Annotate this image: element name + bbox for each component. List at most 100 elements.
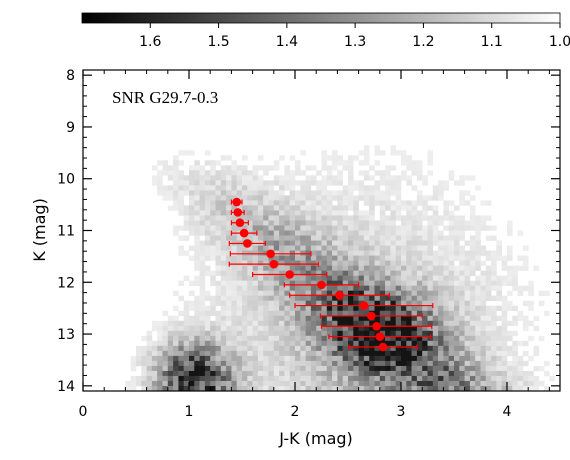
- density-cell: [141, 375, 147, 382]
- density-cell: [257, 310, 264, 317]
- density-cell: [321, 320, 328, 327]
- density-cell: [326, 230, 333, 236]
- density-cell: [242, 170, 248, 176]
- density-cell: [459, 350, 465, 357]
- density-cell: [385, 300, 391, 307]
- density-cell: [310, 375, 317, 382]
- density-cell: [173, 180, 179, 186]
- density-cell: [491, 310, 497, 317]
- density-cell: [279, 265, 285, 271]
- density-cell: [162, 320, 169, 327]
- density-cell: [284, 380, 290, 387]
- density-cell: [401, 365, 407, 372]
- density-cell: [305, 330, 312, 337]
- density-cell: [316, 370, 322, 377]
- y-tick-label: 8: [66, 68, 75, 84]
- density-cell: [247, 355, 253, 362]
- density-cell: [422, 260, 428, 266]
- density-cell: [475, 290, 481, 297]
- density-cell: [353, 205, 359, 211]
- density-cell: [385, 205, 391, 211]
- density-cell: [390, 375, 396, 382]
- density-cell: [310, 175, 317, 181]
- density-cell: [332, 315, 338, 322]
- density-cell: [469, 240, 476, 246]
- density-cell: [353, 310, 359, 317]
- density-cell: [189, 190, 195, 196]
- density-cell: [125, 380, 131, 387]
- density-cell: [189, 370, 195, 377]
- density-cell: [379, 275, 386, 281]
- density-cell: [369, 175, 375, 181]
- density-cell: [406, 225, 412, 231]
- density-cell: [422, 310, 428, 317]
- density-cell: [337, 205, 343, 211]
- density-cell: [199, 280, 206, 286]
- density-cell: [337, 275, 343, 281]
- density-cell: [178, 295, 184, 302]
- density-cell: [326, 215, 333, 221]
- density-cell: [480, 365, 487, 372]
- density-cell: [257, 260, 264, 266]
- density-cell: [226, 220, 232, 226]
- density-cell: [231, 315, 237, 322]
- density-cell: [204, 255, 211, 261]
- density-cell: [496, 305, 502, 312]
- density-cell: [263, 205, 269, 211]
- density-cell: [268, 295, 275, 302]
- density-cell: [454, 325, 460, 332]
- density-cell: [528, 385, 534, 391]
- density-cell: [374, 220, 381, 226]
- density-cell: [236, 225, 243, 231]
- density-cell: [475, 370, 481, 377]
- density-cell: [427, 265, 434, 271]
- density-cell: [310, 265, 317, 271]
- density-cell: [411, 360, 418, 367]
- density-cell: [358, 180, 365, 186]
- density-cell: [215, 280, 222, 286]
- density-cell: [220, 180, 227, 186]
- density-cell: [231, 185, 237, 191]
- density-cell: [448, 225, 455, 231]
- density-cell: [295, 255, 301, 261]
- density-cell: [189, 300, 195, 307]
- density-cell: [226, 170, 232, 176]
- density-cell: [332, 375, 338, 382]
- density-cell: [427, 350, 434, 357]
- data-point: [367, 311, 376, 321]
- density-cell: [459, 375, 465, 382]
- density-cell: [342, 255, 349, 261]
- density-cell: [448, 255, 455, 261]
- density-cell: [284, 330, 290, 337]
- density-cell: [310, 380, 317, 387]
- density-cell: [353, 305, 359, 312]
- density-cell: [369, 225, 375, 231]
- density-cell: [247, 335, 253, 342]
- density-cell: [326, 155, 333, 161]
- density-cell: [454, 350, 460, 357]
- density-cell: [363, 235, 370, 241]
- density-cell: [348, 160, 354, 166]
- density-cell: [215, 185, 222, 191]
- density-cell: [231, 300, 237, 307]
- density-cell: [422, 325, 428, 332]
- density-cell: [369, 165, 375, 171]
- density-cell: [220, 245, 227, 251]
- density-cell: [385, 250, 391, 256]
- density-cell: [374, 160, 381, 166]
- density-cell: [507, 275, 513, 281]
- density-cell: [464, 250, 471, 256]
- density-cell: [226, 185, 232, 191]
- density-cell: [459, 370, 465, 377]
- density-cell: [448, 290, 455, 297]
- density-cell: [295, 280, 301, 286]
- density-cell: [226, 325, 232, 332]
- density-cell: [395, 285, 402, 291]
- density-cell: [273, 375, 280, 382]
- density-cell: [353, 245, 359, 251]
- density-cell: [485, 330, 492, 337]
- density-cell: [284, 260, 290, 266]
- density-cell: [173, 365, 179, 372]
- density-cell: [475, 310, 481, 317]
- density-cell: [220, 165, 227, 171]
